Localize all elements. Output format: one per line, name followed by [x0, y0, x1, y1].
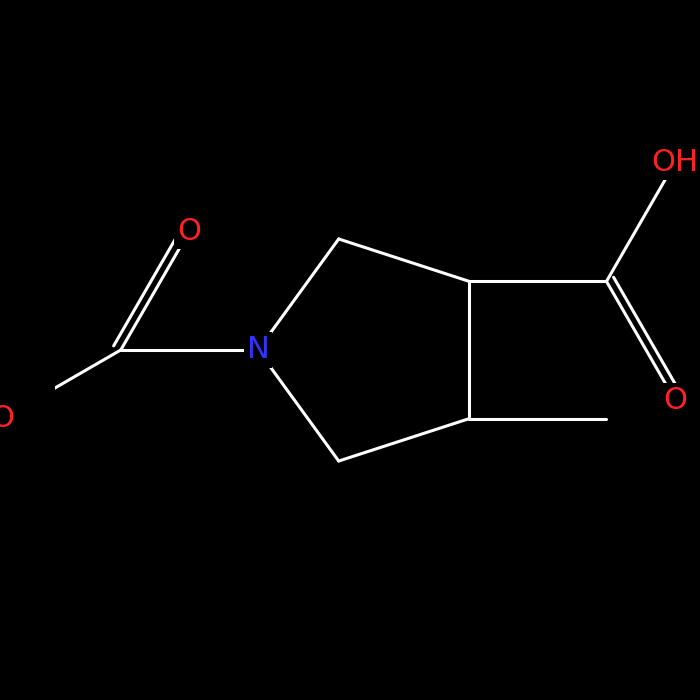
Text: OH: OH — [652, 148, 699, 177]
Text: O: O — [663, 386, 687, 414]
Text: O: O — [0, 404, 14, 433]
Text: N: N — [246, 335, 270, 365]
Text: O: O — [177, 216, 202, 246]
